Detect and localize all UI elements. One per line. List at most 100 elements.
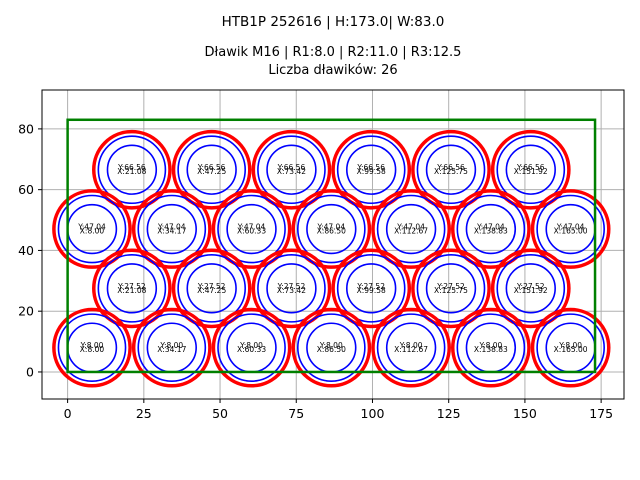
gland-middle-circle [416,135,486,205]
gland-inner-circle [505,144,556,195]
gland-middle-circle [137,313,207,382]
gland-label-x: X:21.08 [117,286,146,295]
plot-suptitle: HTB1P 252616 | H:173.0| W:83.0 [221,14,445,30]
gland-middle-circle [97,254,167,323]
gland-label-y: Y:47.04 [396,223,425,232]
gland-middle-circle [376,313,446,382]
x-tick-label: 25 [136,406,152,421]
y-tick-label: 0 [26,364,34,379]
gland-outer-circle [530,307,611,388]
gland-label-y: Y:8.00 [399,341,423,350]
gland-label-y: Y:27.52 [356,282,385,291]
gland-label-x: X:99.58 [357,167,386,176]
gland-label-y: Y:47.04 [77,223,106,232]
gland-outer-circle [171,129,252,210]
gland-middle-circle [336,254,406,323]
gland-inner-circle [226,203,277,255]
gland-label-y: Y:47.04 [317,223,346,232]
gland-outer-circle [92,129,172,210]
gland-outer-circle [490,248,571,329]
x-tick-label: 150 [513,406,537,421]
gland-label-x: X:47.25 [197,167,226,176]
gland-inner-circle [425,144,477,195]
gland-middle-circle [496,135,566,205]
x-tick-label: 50 [212,406,228,421]
gland-label-x: X:86.50 [317,227,346,236]
gland-label-y: Y:27.52 [516,282,545,291]
gland-middle-circle [257,135,326,205]
gland-label-y: Y:27.52 [117,282,146,291]
y-tick-label: 20 [18,304,34,319]
gland-middle-circle [57,313,127,382]
gland-label-y: Y:27.52 [436,282,465,291]
gland-inner-circle [186,263,237,314]
gland-label-x: X:8.00 [80,227,105,236]
axes-spines [41,89,625,400]
x-tick-label: 100 [361,406,385,421]
gland-inner-circle [385,203,437,255]
gland-label-x: X:151.92 [514,167,548,176]
gland-label-x: X:8.00 [80,345,105,354]
gland-inner-circle [106,263,158,314]
gland-label-x: X:99.58 [357,286,386,295]
gland-outer-circle [451,189,531,269]
gland-middle-circle [296,313,366,382]
gland-label-y: Y:47.04 [237,223,266,232]
gland-label-y: Y:27.52 [277,282,306,291]
gland-outer-circle [411,248,491,329]
gland-middle-circle [456,194,526,264]
y-tick-label: 40 [18,243,34,258]
gland-label-x: X:112.67 [394,227,428,236]
gland-outer-circle [331,129,412,210]
gland-middle-circle [296,194,366,264]
gland-label-y: Y:66.56 [436,163,465,172]
gland-label-y: Y:66.56 [356,163,385,172]
gland-middle-circle [376,194,446,264]
gland-inner-circle [146,203,197,255]
gland-middle-circle [416,254,486,323]
panel-outline [66,118,597,374]
gland-inner-circle [346,263,397,314]
x-tick-label: 175 [589,406,613,421]
gland-outer-circle [331,248,412,329]
gland-label-y: Y:8.00 [478,341,502,350]
gland-inner-circle [186,144,237,195]
x-tick-label: 75 [288,406,304,421]
gland-label-y: Y:66.56 [516,163,545,172]
plot-count-label: Liczba dławików: 26 [268,63,398,78]
gland-inner-circle [425,263,477,314]
gland-outer-circle [371,189,451,269]
gland-label-x: X:112.67 [394,345,428,354]
gland-outer-circle [411,129,491,210]
gland-label-x: X:138.83 [474,227,508,236]
gland-label-y: Y:8.00 [558,341,582,350]
y-tick-label: 80 [18,121,34,136]
gland-outer-circle [131,307,212,388]
gland-label-y: Y:47.04 [157,223,186,232]
y-tick-label: 60 [18,182,34,197]
gland-label-y: Y:8.00 [159,341,183,350]
gland-middle-circle [97,135,167,205]
gland-middle-circle [536,194,605,264]
gland-label-y: Y:66.56 [277,163,306,172]
x-tick-label: 0 [64,406,72,421]
gland-label-y: Y:47.04 [556,223,585,232]
gland-middle-circle [536,313,605,382]
gland-label-x: X:73.42 [277,167,306,176]
gland-label-x: X:34.17 [157,227,186,236]
gland-middle-circle [177,254,246,323]
gland-outer-circle [52,189,132,269]
gland-middle-circle [257,254,326,323]
gland-inner-circle [346,144,397,195]
gland-outer-circle [291,307,372,388]
gland-middle-circle [336,135,406,205]
gland-label-y: Y:8.00 [319,341,343,350]
gland-outer-circle [211,307,292,388]
gland-outer-circle [251,248,332,329]
gland-middle-circle [496,254,566,323]
gland-label-y: Y:66.56 [197,163,226,172]
gland-label-y: Y:8.00 [80,341,104,350]
gland-outer-circle [451,307,531,388]
gland-outer-circle [291,189,372,269]
